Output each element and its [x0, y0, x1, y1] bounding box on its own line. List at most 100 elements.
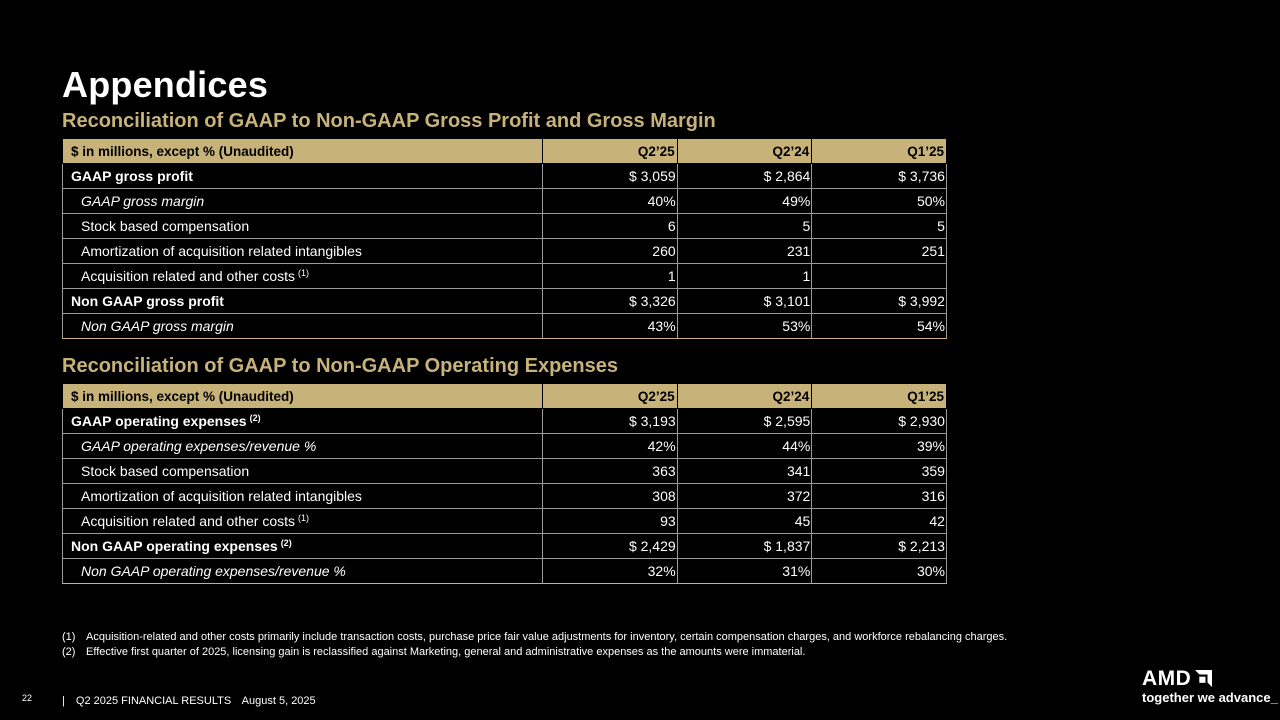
row-value-q1-25: 54% — [811, 313, 947, 339]
row-value-q2-25: 308 — [542, 483, 678, 509]
column-header-q2-25: Q2’25 — [542, 383, 678, 409]
row-value-q2-24: 1 — [677, 263, 813, 289]
operating-expenses-section-title: Reconciliation of GAAP to Non-GAAP Opera… — [62, 355, 619, 377]
table-row: Non GAAP gross margin 43% 53% 54% — [62, 313, 947, 339]
row-value-q2-24: 231 — [677, 238, 813, 264]
row-value-q2-24: 5 — [677, 213, 813, 239]
table-row: Non GAAP gross profit $ 3,326 $ 3,101 $ … — [62, 288, 947, 314]
row-value-q2-24: 341 — [677, 458, 813, 484]
row-value-q1-25: $ 3,736 — [811, 163, 947, 189]
row-value-q1-25: $ 2,213 — [811, 533, 947, 559]
column-header-q2-24: Q2’24 — [676, 138, 813, 164]
row-value-q2-25: 32% — [542, 558, 678, 584]
row-value-q2-25: 42% — [542, 433, 678, 459]
table-header-row: $ in millions, except % (Unaudited) Q2’2… — [62, 138, 947, 164]
table-row: GAAP operating expenses (2) $ 3,193 $ 2,5… — [62, 408, 947, 434]
column-header-q1-25: Q1’25 — [811, 383, 947, 409]
row-label: Amortization of acquisition related inta… — [62, 238, 543, 264]
amd-wordmark: AMD — [1142, 667, 1192, 690]
row-label: Amortization of acquisition related inta… — [62, 483, 543, 509]
row-value-q1-25: $ 3,992 — [811, 288, 947, 314]
row-label: GAAP gross profit — [62, 163, 543, 189]
table-header-row: $ in millions, except % (Unaudited) Q2’2… — [62, 383, 947, 409]
row-value-q1-25: 42 — [811, 508, 947, 534]
row-label: Non GAAP operating expenses (2) — [62, 533, 543, 559]
row-value-q1-25: 50% — [811, 188, 947, 214]
footer-report-title: Q2 2025 FINANCIAL RESULTS — [75, 695, 232, 707]
row-value-q2-25: 43% — [542, 313, 678, 339]
footnotes: (1) Acquisition-related and other costs … — [62, 630, 1007, 660]
row-value-q2-25: 93 — [542, 508, 678, 534]
row-value-q2-25: $ 3,059 — [542, 163, 678, 189]
row-value-q2-24: 44% — [677, 433, 813, 459]
table-row: Stock based compensation 6 5 5 — [62, 213, 947, 239]
row-value-q2-25: 40% — [542, 188, 678, 214]
page-number: 22 — [22, 693, 33, 703]
table-row: Non GAAP operating expenses (2) $ 2,429 $… — [62, 533, 947, 559]
row-label: Acquisition related and other costs (1) — [62, 263, 543, 289]
amd-tagline: together we advance_ — [1142, 690, 1278, 705]
row-value-q2-24: 45 — [677, 508, 813, 534]
row-label: GAAP gross margin — [62, 188, 543, 214]
row-value-q1-25: 5 — [811, 213, 947, 239]
row-value-q2-24: 49% — [677, 188, 813, 214]
table-row: Amortization of acquisition related inta… — [62, 238, 947, 264]
row-value-q2-24: $ 2,864 — [677, 163, 813, 189]
table-row: GAAP gross profit $ 3,059 $ 2,864 $ 3,73… — [62, 163, 947, 189]
column-header-q2-24: Q2’24 — [676, 383, 813, 409]
table-row: GAAP gross margin 40% 49% 50% — [62, 188, 947, 214]
footnote-item: (2) Effective first quarter of 2025, lic… — [62, 645, 1007, 660]
footnote-number: (1) — [62, 631, 76, 643]
row-value-q2-24: 53% — [677, 313, 813, 339]
row-value-q2-25: $ 3,326 — [542, 288, 678, 314]
footer-date: August 5, 2025 — [241, 695, 316, 707]
table-row: Acquisition related and other costs (1) 9… — [62, 508, 947, 534]
footnote-text: Effective first quarter of 2025, licensi… — [86, 646, 806, 658]
row-value-q1-25: 30% — [811, 558, 947, 584]
row-label: GAAP operating expenses/revenue % — [62, 433, 543, 459]
row-value-q1-25: 39% — [811, 433, 947, 459]
operating-expenses-table: $ in millions, except % (Unaudited) Q2’2… — [62, 383, 947, 584]
row-label: Stock based compensation — [62, 213, 543, 239]
footer: | Q2 2025 FINANCIAL RESULTS August 5, 20… — [62, 695, 324, 707]
row-value-q1-25 — [811, 263, 947, 289]
row-value-q2-24: $ 3,101 — [677, 288, 813, 314]
footnote-item: (1) Acquisition-related and other costs … — [62, 630, 1007, 645]
footnote-text: Acquisition-related and other costs prim… — [86, 631, 1008, 643]
table-row: Amortization of acquisition related inta… — [62, 483, 947, 509]
row-label: Non GAAP operating expenses/revenue % — [62, 558, 543, 584]
row-value-q2-25: 1 — [542, 263, 678, 289]
column-header-label: $ in millions, except % (Unaudited) — [62, 138, 543, 164]
footer-separator: | — [62, 695, 65, 707]
row-value-q2-25: $ 2,429 — [542, 533, 678, 559]
row-value-q2-24: $ 1,837 — [677, 533, 813, 559]
row-value-q1-25: 251 — [811, 238, 947, 264]
table-row: Non GAAP operating expenses/revenue % 32… — [62, 558, 947, 584]
amd-logo: AMD together we advance_ — [1142, 667, 1278, 708]
row-value-q1-25: $ 2,930 — [811, 408, 947, 434]
row-value-q2-24: $ 2,595 — [677, 408, 813, 434]
footnote-ref: (2) — [249, 413, 261, 423]
row-value-q2-25: 363 — [542, 458, 678, 484]
gross-profit-section-title: Reconciliation of GAAP to Non-GAAP Gross… — [62, 110, 716, 132]
row-value-q2-25: $ 3,193 — [542, 408, 678, 434]
footnote-ref: (1) — [298, 513, 310, 523]
row-value-q1-25: 316 — [811, 483, 947, 509]
row-label: Non GAAP gross profit — [62, 288, 543, 314]
table-row: GAAP operating expenses/revenue % 42% 44… — [62, 433, 947, 459]
row-value-q1-25: 359 — [811, 458, 947, 484]
column-header-q2-25: Q2’25 — [542, 138, 678, 164]
table-row: Stock based compensation 363 341 359 — [62, 458, 947, 484]
page-title: Appendices — [62, 64, 269, 105]
row-value-q2-25: 260 — [542, 238, 678, 264]
row-label: Non GAAP gross margin — [62, 313, 543, 339]
column-header-q1-25: Q1’25 — [811, 138, 947, 164]
column-header-label: $ in millions, except % (Unaudited) — [62, 383, 543, 409]
row-value-q2-25: 6 — [542, 213, 678, 239]
footnote-ref: (2) — [280, 538, 292, 548]
amd-arrow-icon — [1195, 670, 1212, 687]
footnote-ref: (1) — [298, 268, 310, 278]
table-row: Acquisition related and other costs (1) 1… — [62, 263, 947, 289]
row-label: Acquisition related and other costs (1) — [62, 508, 543, 534]
footnote-number: (2) — [62, 646, 76, 658]
